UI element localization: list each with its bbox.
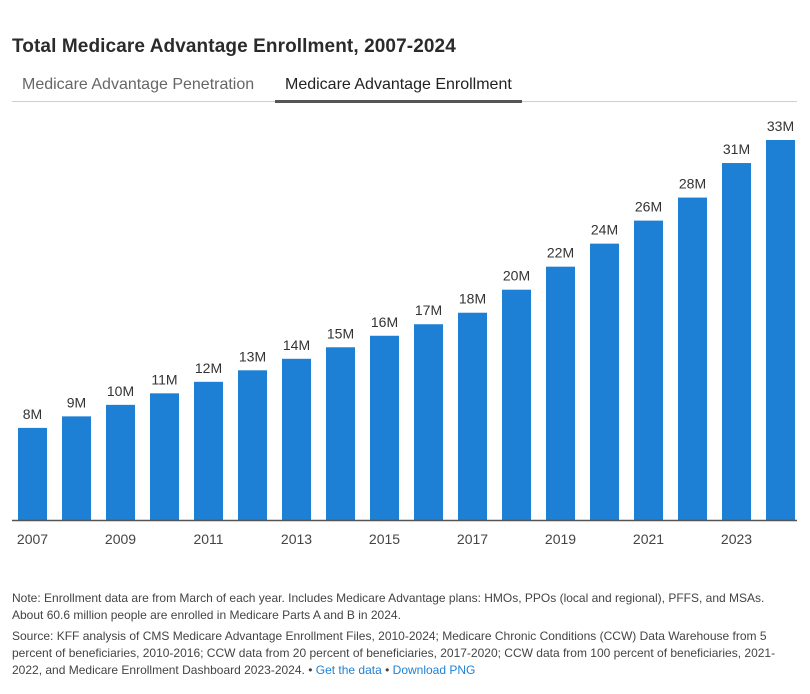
bar-2021[interactable]: [634, 220, 663, 520]
x-tick-2015: 2015: [369, 531, 400, 547]
bars-group: [18, 140, 795, 521]
data-label-2022: 28M: [679, 176, 706, 192]
separator: •: [304, 663, 316, 677]
bar-2020[interactable]: [590, 243, 619, 521]
bar-chart: 8M 9M 10M 11M 12M 13M 14M 15M 16M 17M 18M 20M 22M 24M…: [12, 118, 797, 547]
x-tick-2011: 2011: [193, 531, 223, 547]
data-label-2007: 8M: [23, 406, 42, 422]
bar-2010[interactable]: [150, 393, 179, 520]
data-label-2009: 10M: [107, 383, 134, 399]
data-label-2023: 31M: [723, 141, 750, 157]
bar-2012[interactable]: [238, 370, 267, 520]
bar-2016[interactable]: [414, 324, 443, 520]
bar-2011[interactable]: [194, 381, 223, 520]
bar-2013[interactable]: [282, 358, 311, 520]
bar-2008[interactable]: [62, 416, 91, 520]
data-label-2014: 15M: [327, 325, 354, 341]
data-label-2011: 12M: [195, 360, 222, 376]
x-tick-2021: 2021: [633, 531, 664, 547]
data-label-2021: 26M: [635, 199, 662, 215]
data-label-2012: 13M: [239, 348, 266, 364]
bar-2009[interactable]: [106, 404, 135, 520]
data-label-2017: 18M: [459, 291, 486, 307]
tab-bar: Medicare Advantage Penetration Medicare …: [12, 72, 797, 103]
download-png-link[interactable]: Download PNG: [392, 663, 476, 677]
bar-2018[interactable]: [502, 289, 531, 520]
bar-2023[interactable]: [722, 163, 751, 520]
data-label-2019: 22M: [547, 245, 574, 261]
data-label-2024: 33M: [767, 118, 794, 134]
footnotes: Note: Enrollment data are from March of …: [12, 590, 792, 683]
chart-title: Total Medicare Advantage Enrollment, 200…: [12, 36, 456, 57]
bar-2015[interactable]: [370, 335, 399, 520]
data-label-2016: 17M: [415, 302, 442, 318]
data-label-2015: 16M: [371, 314, 398, 330]
data-label-2013: 14M: [283, 337, 310, 353]
x-tick-2007: 2007: [17, 531, 48, 547]
source-text: Source: KFF analysis of CMS Medicare Adv…: [12, 628, 792, 679]
note-text: Note: Enrollment data are from March of …: [12, 591, 765, 622]
source-body: Source: KFF analysis of CMS Medicare Adv…: [12, 629, 776, 677]
data-label-2010: 11M: [151, 371, 177, 387]
x-tick-2019: 2019: [545, 531, 576, 547]
tab-penetration[interactable]: Medicare Advantage Penetration: [22, 76, 255, 93]
x-tick-2009: 2009: [105, 531, 136, 547]
bar-2007[interactable]: [18, 427, 47, 520]
data-labels-group: 8M 9M 10M 11M 12M 13M 14M 15M 16M 17M 18M 20M 22M 24M…: [23, 118, 794, 422]
x-tick-2023: 2023: [721, 531, 752, 547]
bar-2017[interactable]: [458, 312, 487, 520]
data-label-2008: 9M: [67, 394, 86, 410]
x-tick-2017: 2017: [457, 531, 488, 547]
bar-2019[interactable]: [546, 266, 575, 520]
x-tick-2013: 2013: [281, 531, 312, 547]
bar-2024[interactable]: [766, 140, 795, 520]
data-label-2018: 20M: [503, 268, 530, 284]
x-tick-labels-group: 2007 2009 2011 2013 2015 2017 2019 2021 2023: [17, 531, 752, 547]
get-the-data-link[interactable]: Get the data: [315, 663, 382, 677]
separator: •: [381, 663, 393, 677]
bar-2014[interactable]: [326, 347, 355, 520]
bar-2022[interactable]: [678, 197, 707, 521]
tab-enrollment[interactable]: Medicare Advantage Enrollment: [275, 76, 522, 103]
data-label-2020: 24M: [591, 222, 618, 238]
